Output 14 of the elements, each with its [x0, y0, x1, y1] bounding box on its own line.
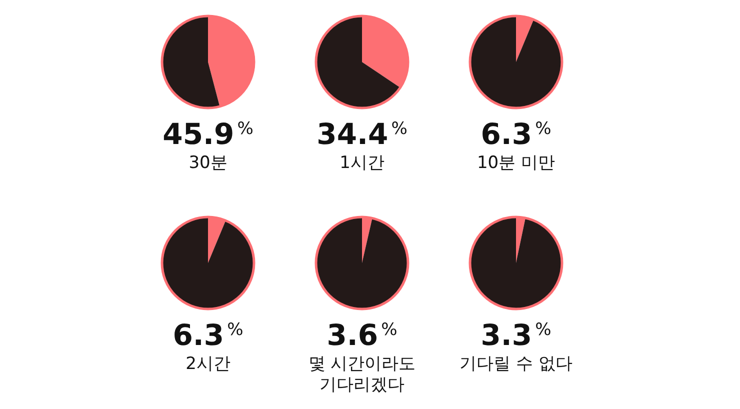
text: 1시간: [340, 153, 384, 173]
text: 6.3%: [480, 117, 552, 151]
pie-slice: [316, 16, 400, 108]
text: 34.4%: [316, 117, 408, 151]
text: 30분: [188, 153, 228, 173]
text: 6.3%: [172, 318, 244, 352]
text: 3.3%: [480, 318, 552, 352]
text: 10분 미만: [476, 153, 556, 173]
pie-slice: [162, 16, 220, 108]
text: 45.9%: [162, 117, 254, 151]
text: 2시간: [186, 354, 230, 374]
text: 3.6%: [326, 318, 398, 352]
text: 몇 시간이라도 기다리겠다: [308, 354, 416, 395]
text: 기다릴 수 없다: [460, 354, 572, 374]
